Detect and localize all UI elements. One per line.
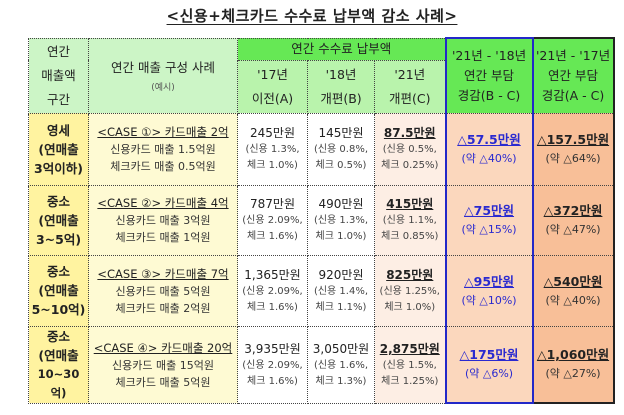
- fee-a-cell: 3,935만원 (신용 2.09%, 체크 1.6%): [237, 325, 308, 404]
- header-reduction-ac: '21년 - '17년 연간 부담 경감(A - C): [531, 37, 615, 114]
- table-row: 영세 (연매출 3억이하) <CASE ①> 카드매출 2억 신용카드 매출 1…: [28, 112, 615, 186]
- segment-cell: 중소 (연매출 3~5억): [28, 184, 89, 256]
- reduction-ac-cell: △372만원 (약 △47%): [531, 184, 615, 256]
- fee-reduction-table: 연간 매출액 구간 연간 매출 구성 사례 (예시) 연간 수수료 납부액 '2…: [28, 37, 615, 404]
- header-row-1: 연간 매출액 구간 연간 매출 구성 사례 (예시) 연간 수수료 납부액 '2…: [28, 37, 615, 114]
- table-row: 중소 (연매출 5~10억) <CASE ③> 카드매출 7억 신용카드 매출 …: [28, 254, 615, 327]
- fee-b-cell: 920만원 (신용 1.4%, 체크 1.1%): [307, 254, 375, 327]
- fee-c-cell: 825만원 (신용 1.25%, 체크 1.0%): [373, 254, 447, 327]
- reduction-ac-cell: △540만원 (약 △40%): [531, 254, 615, 327]
- header-fee-group: 연간 수수료 납부액: [236, 37, 447, 61]
- reduction-bc-cell: △95만원 (약 △10%): [444, 254, 534, 327]
- header-composition: 연간 매출 구성 사례 (예시): [88, 37, 238, 114]
- fee-b-cell: 3,050만원 (신용 1.6%, 체크 1.3%): [307, 325, 375, 404]
- table-row: 중소 (연매출 3~5억) <CASE ②> 카드매출 4억 신용카드 매출 3…: [28, 184, 615, 256]
- fee-a-cell: 787만원 (신용 2.09%, 체크 1.6%): [237, 184, 308, 256]
- header-reduction-bc: '21년 - '18년 연간 부담 경감(B - C): [444, 37, 534, 114]
- fee-c-cell: 2,875만원 (신용 1.5%, 체크 1.25%): [373, 325, 447, 404]
- page-title: <신용+체크카드 수수료 납부액 감소 사례>: [166, 7, 458, 25]
- fee-b-cell: 145만원 (신용 0.8%, 체크 0.5%): [307, 112, 375, 186]
- segment-cell: 중소 (연매출 5~10억): [28, 254, 89, 327]
- reduction-ac-cell: △157.5만원 (약 △64%): [531, 112, 615, 186]
- case-cell: <CASE ①> 카드매출 2억 신용카드 매출 1.5억원 체크카드 매출 0…: [88, 112, 238, 186]
- case-cell: <CASE ④> 카드매출 20억 신용카드 매출 15억원 체크카드 매출 5…: [88, 325, 238, 404]
- fee-a-cell: 245만원 (신용 1.3%, 체크 1.0%): [237, 112, 308, 186]
- header-col-b: '18년 개편(B): [307, 59, 375, 114]
- header-col-c: '21년 개편(C): [373, 59, 447, 114]
- table-row: 중소 (연매출 10~30억) <CASE ④> 카드매출 20억 신용카드 매…: [28, 325, 615, 404]
- reduction-bc-cell: △57.5만원 (약 △40%): [444, 112, 534, 186]
- fee-c-cell: 87.5만원 (신용 0.5%, 체크 0.25%): [373, 112, 447, 186]
- fee-b-cell: 490만원 (신용 1.3%, 체크 1.0%): [307, 184, 375, 256]
- case-cell: <CASE ②> 카드매출 4억 신용카드 매출 3억원 체크카드 매출 1억원: [88, 184, 238, 256]
- fee-c-cell: 415만원 (신용 1.1%, 체크 0.85%): [373, 184, 447, 256]
- segment-cell: 영세 (연매출 3억이하): [28, 112, 89, 186]
- header-row-2: '17년 이전(A) '18년 개편(B) '21년 개편(C): [29, 59, 614, 114]
- header-segment: 연간 매출액 구간: [28, 37, 89, 114]
- segment-cell: 중소 (연매출 10~30억): [28, 325, 89, 404]
- case-cell: <CASE ③> 카드매출 7억 신용카드 매출 5억원 체크카드 매출 2억원: [88, 254, 238, 327]
- reduction-ac-cell: △1,060만원 (약 △27%): [531, 325, 615, 404]
- fee-a-cell: 1,365만원 (신용 2.09%, 체크 1.6%): [237, 254, 308, 327]
- header-col-a: '17년 이전(A): [237, 59, 308, 114]
- reduction-bc-cell: △175만원 (약 △6%): [444, 325, 534, 404]
- reduction-bc-cell: △75만원 (약 △15%): [444, 184, 534, 256]
